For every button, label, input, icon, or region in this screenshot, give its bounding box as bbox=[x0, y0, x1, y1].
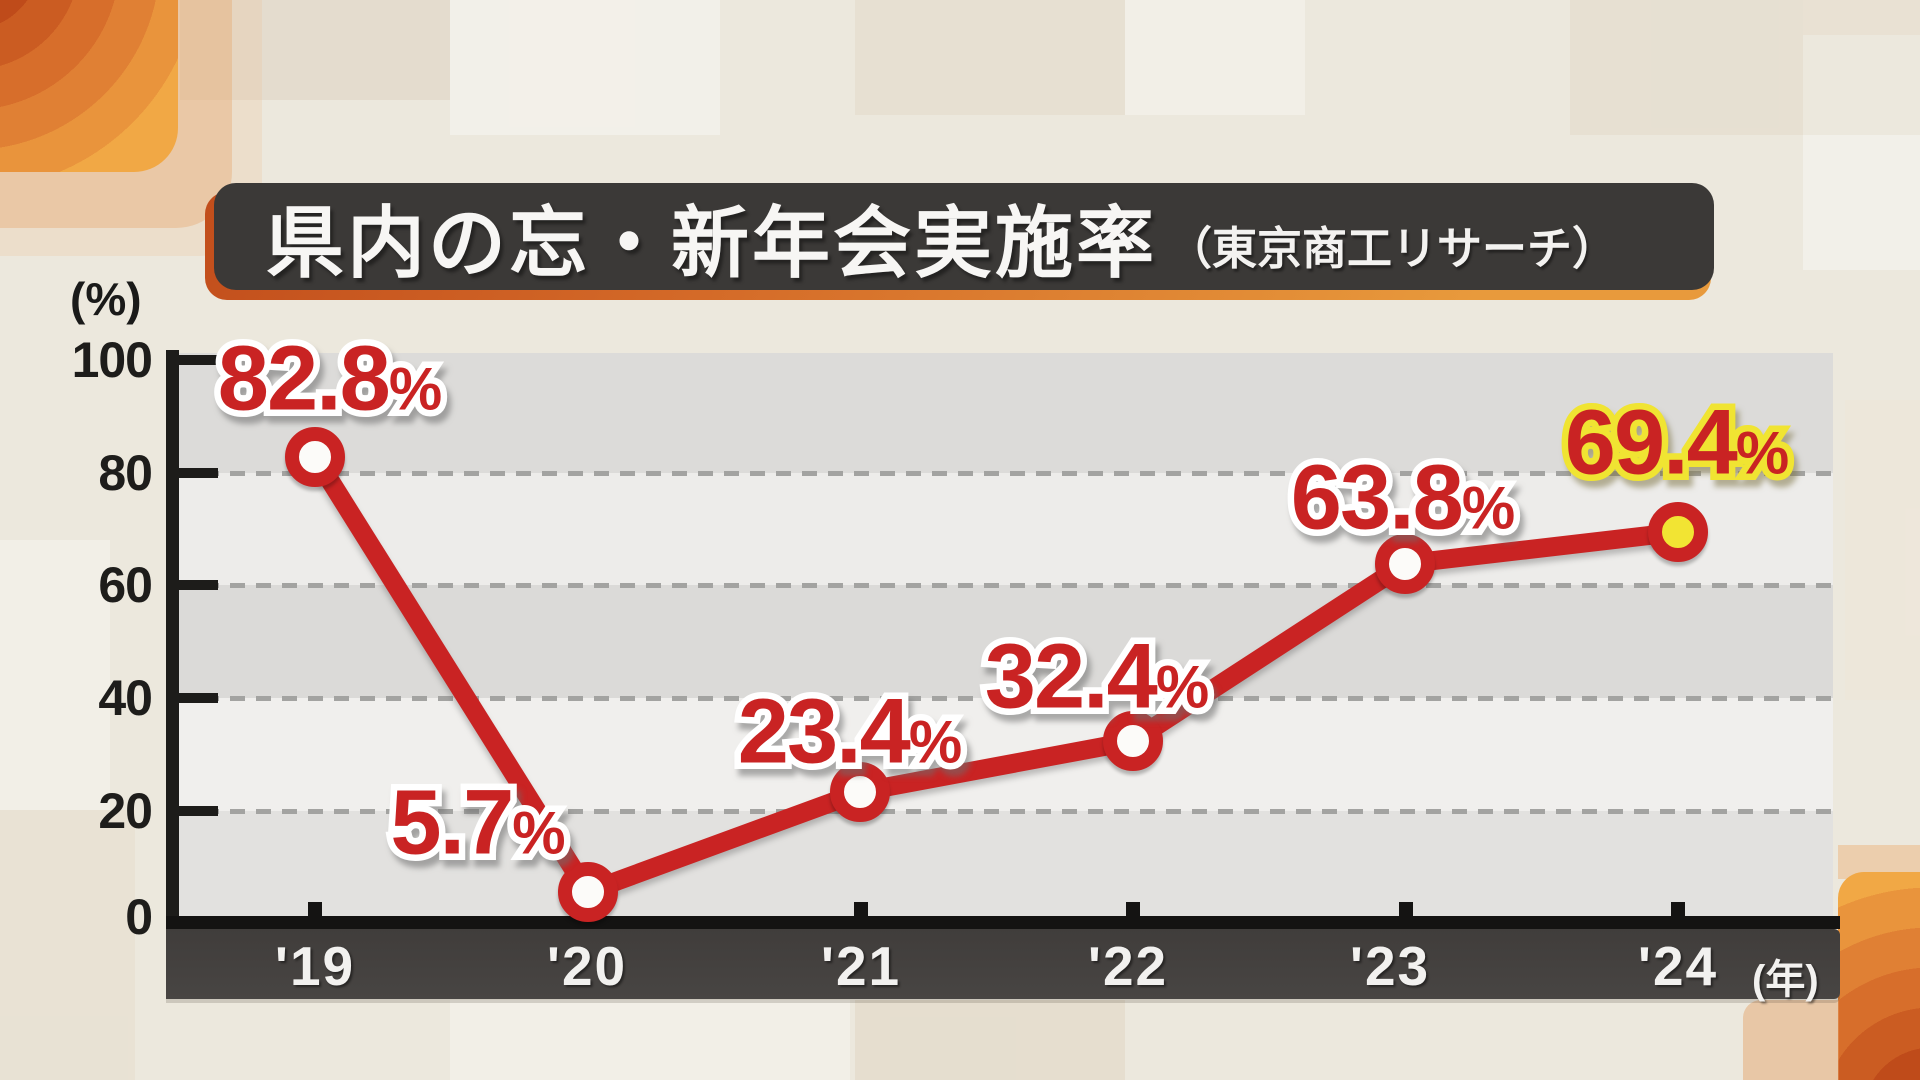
data-source-label: （東京商工リサーチ） bbox=[1167, 223, 1618, 274]
title-bar-panel: 県内の忘・新年会実施率 （東京商工リサーチ） bbox=[214, 183, 1714, 290]
value-label-highlight: 69.4% 69.4% bbox=[1558, 385, 1795, 500]
gridline-80 bbox=[178, 471, 1833, 476]
data-point bbox=[557, 861, 618, 922]
x-tick bbox=[1671, 902, 1685, 916]
data-point bbox=[1375, 533, 1436, 594]
x-tick bbox=[854, 902, 868, 916]
x-tick bbox=[308, 902, 322, 916]
x-tick bbox=[1399, 902, 1413, 916]
x-tick-label: '20 bbox=[546, 935, 628, 997]
corner-decoration-bottomright bbox=[1838, 872, 1920, 1080]
y-tick-label: 0 bbox=[125, 889, 153, 945]
y-axis-unit-label: (%) bbox=[70, 273, 142, 325]
gridline-20 bbox=[178, 809, 1833, 814]
gridline-60 bbox=[178, 583, 1833, 588]
corner-decoration-bottomright-pale bbox=[1743, 1000, 1839, 1080]
y-axis-line bbox=[166, 350, 179, 928]
y-tick-label: 60 bbox=[98, 557, 153, 613]
x-tick bbox=[1126, 902, 1140, 916]
x-tick-label: '23 bbox=[1349, 935, 1431, 997]
plot-band bbox=[178, 811, 1833, 922]
y-tick-label: 80 bbox=[98, 445, 153, 501]
y-tick-label: 40 bbox=[98, 670, 153, 726]
value-label: 32.4% 32.4% bbox=[978, 619, 1215, 734]
y-tick-label: 20 bbox=[98, 783, 153, 839]
plot-band bbox=[178, 698, 1833, 811]
value-label: 63.8% 63.8% bbox=[1284, 440, 1521, 555]
title-bar: 県内の忘・新年会実施率 （東京商工リサーチ） bbox=[205, 183, 1720, 305]
y-tick bbox=[178, 468, 218, 478]
y-tick bbox=[178, 806, 218, 816]
data-point-highlight bbox=[1648, 502, 1708, 563]
value-label: 5.7% 5.7% bbox=[384, 765, 572, 880]
y-tick bbox=[178, 693, 218, 703]
x-tick-label: '22 bbox=[1087, 935, 1169, 997]
x-tick-label: '19 bbox=[274, 935, 356, 997]
plot-band bbox=[178, 473, 1833, 585]
y-tick bbox=[178, 355, 218, 365]
data-point bbox=[285, 426, 345, 487]
gridline-40 bbox=[178, 696, 1833, 701]
plot-band bbox=[178, 353, 1833, 473]
page-title: 県内の忘・新年会実施率 bbox=[266, 198, 1158, 287]
y-tick-label: 100 bbox=[71, 332, 153, 388]
x-tick-label: '21 bbox=[820, 935, 902, 997]
x-tick-label: '24 bbox=[1637, 935, 1719, 997]
value-label: 82.8% 82.8% bbox=[211, 321, 448, 436]
x-axis-unit-label: (年) bbox=[1752, 958, 1819, 1002]
y-tick bbox=[178, 580, 218, 590]
trend-polyline bbox=[305, 447, 1688, 902]
corner-decoration-topleft bbox=[0, 0, 178, 172]
x-axis-band bbox=[166, 929, 1840, 999]
value-label: 23.4% 23.4% bbox=[731, 674, 968, 789]
